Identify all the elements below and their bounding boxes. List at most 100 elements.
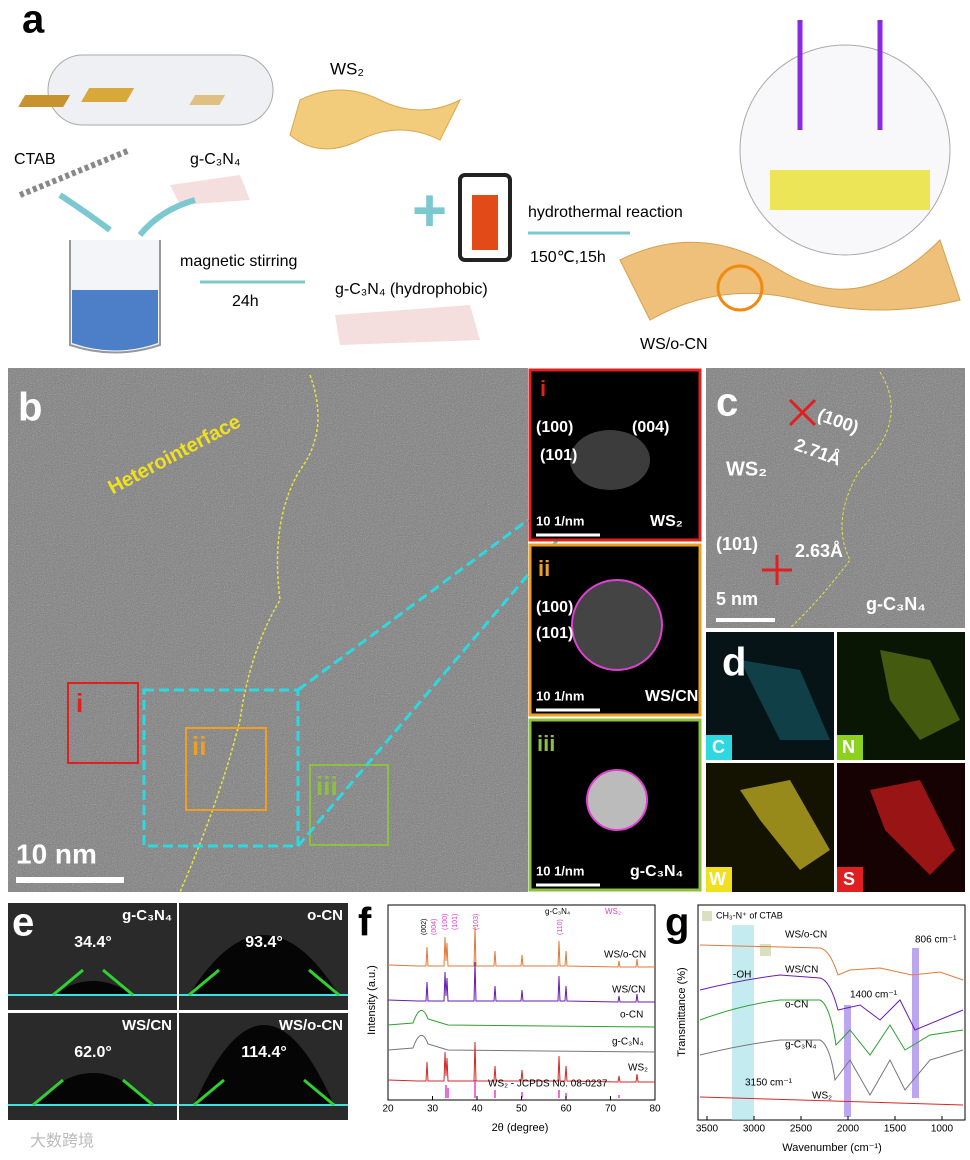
label: CTAB	[14, 151, 55, 168]
element-tag	[706, 735, 732, 760]
tangent	[32, 1078, 64, 1107]
hrtem-noise	[706, 368, 965, 628]
gcn-sheet	[170, 175, 250, 205]
region-label: ii	[192, 731, 206, 761]
curve-label: WS/CN	[612, 985, 645, 996]
panel-label: a	[22, 0, 45, 42]
element-tag	[837, 867, 863, 892]
x-tick-label: 3500	[696, 1124, 719, 1135]
element-signal	[740, 780, 830, 870]
element-tag	[706, 867, 732, 892]
inset-label: iii	[537, 731, 555, 756]
tangent	[303, 1078, 335, 1107]
sample-label: WS/CN	[645, 688, 698, 705]
tem-noise	[8, 368, 528, 892]
annotation: 1400 cm⁻¹	[850, 990, 898, 1001]
droplet	[53, 981, 133, 995]
legend-entry: CH₃-N⁺ of CTAB	[716, 910, 783, 920]
peak-label: (002)	[421, 919, 428, 935]
x-tick-label: 2500	[790, 1124, 813, 1135]
x-tick-label: 3000	[743, 1124, 766, 1135]
zoom-circle	[739, 44, 951, 256]
tangent	[193, 1078, 225, 1107]
element-label: C	[712, 737, 725, 757]
peak-label: (004)	[431, 919, 438, 935]
annotation: -OH	[733, 970, 751, 981]
sample-label: WS/o-CN	[279, 1017, 343, 1034]
plane-label: (100)	[536, 599, 573, 616]
x-axis-label: 2θ (degree)	[492, 1122, 549, 1134]
curve-label: o-CN	[785, 1000, 808, 1011]
legend-swatch	[702, 911, 712, 921]
xrd-curve	[387, 1009, 656, 1028]
ws2-layer	[770, 170, 930, 210]
inset-label: ii	[538, 556, 550, 581]
region-box	[185, 727, 267, 811]
plus-sign: +	[412, 177, 447, 244]
scale-label: 5 nm	[716, 589, 758, 609]
plane-label: (101)	[716, 534, 758, 554]
panel-label: b	[18, 386, 42, 430]
panel-label: e	[12, 901, 34, 945]
material-label: WS₂	[726, 458, 767, 480]
curve-label: WS₂	[628, 1063, 648, 1074]
autoclave-liner	[472, 195, 498, 250]
peak-label: (101)	[452, 914, 459, 930]
ctab-molecule	[18, 147, 132, 198]
oh-band	[732, 925, 754, 1120]
contact-angle-images: g-C₃N₄ 34.4° o-CN 93.4° WS/CN 62.0° WS/o-CN 114…	[8, 903, 348, 1120]
inset-label: i	[540, 376, 546, 401]
x-tick-label: 1000	[931, 1124, 954, 1135]
label: hydrothermal reaction	[528, 204, 683, 221]
xrd-curve	[387, 1041, 656, 1083]
gcn-sheet	[335, 305, 480, 345]
peak-band	[844, 1005, 851, 1117]
tangent	[188, 968, 220, 997]
inset: ii (100) (101) 10 1/nm WS/CN	[528, 543, 702, 717]
ws2-sheet	[289, 89, 462, 150]
x-ticks: 20 30 40 50 60 70 80	[382, 1096, 661, 1115]
fft-ring	[571, 579, 663, 671]
angle-label: 62.0°	[74, 1044, 112, 1061]
tangent	[102, 968, 134, 997]
interface-line	[179, 374, 319, 893]
label: 150℃,15h	[530, 249, 606, 266]
fft-glow	[570, 430, 650, 490]
boat	[189, 95, 226, 105]
ctab-chain	[797, 20, 883, 130]
tube	[47, 54, 274, 126]
curve-label: WS₂ - JCPDS No. 08-0237	[488, 1079, 608, 1090]
element-signal	[870, 780, 955, 875]
curve-label: WS/o-CN	[785, 930, 827, 941]
label: WS/o-CN	[640, 336, 708, 353]
x-tick-label: 40	[471, 1104, 483, 1115]
sample-label: g-C₃N₄	[122, 907, 172, 924]
x-tick-label: 60	[560, 1104, 572, 1115]
zoom-box	[142, 688, 300, 848]
angle-label: 114.4°	[241, 1044, 287, 1061]
region-box	[309, 764, 389, 846]
label: magnetic stirring	[180, 253, 297, 270]
panel-label: f	[358, 901, 372, 945]
curve-label: WS/CN	[785, 965, 818, 976]
sample-label: g-C₃N₄	[630, 863, 683, 880]
scale-label: 10 nm	[16, 838, 97, 869]
tangent	[52, 968, 84, 997]
inset: iii 10 1/nm g-C₃N₄	[528, 718, 702, 892]
sample-label: WS₂	[650, 513, 683, 530]
droplet	[189, 935, 339, 995]
arrow	[58, 192, 196, 237]
label: 24h	[232, 293, 259, 310]
panel-label: c	[716, 381, 738, 425]
boat	[81, 88, 135, 102]
scale-label: 10 1/nm	[536, 513, 584, 528]
x-tick-label: 80	[649, 1104, 661, 1115]
element-signal	[740, 660, 830, 740]
curve-label: o-CN	[620, 1010, 643, 1021]
ftir-curve	[699, 999, 964, 1056]
ftir-curve	[699, 1039, 964, 1097]
xrd-curve	[387, 961, 656, 1003]
x-tick-label: 1500	[884, 1124, 907, 1135]
curve-label: g-C₃N₄	[612, 1037, 644, 1048]
